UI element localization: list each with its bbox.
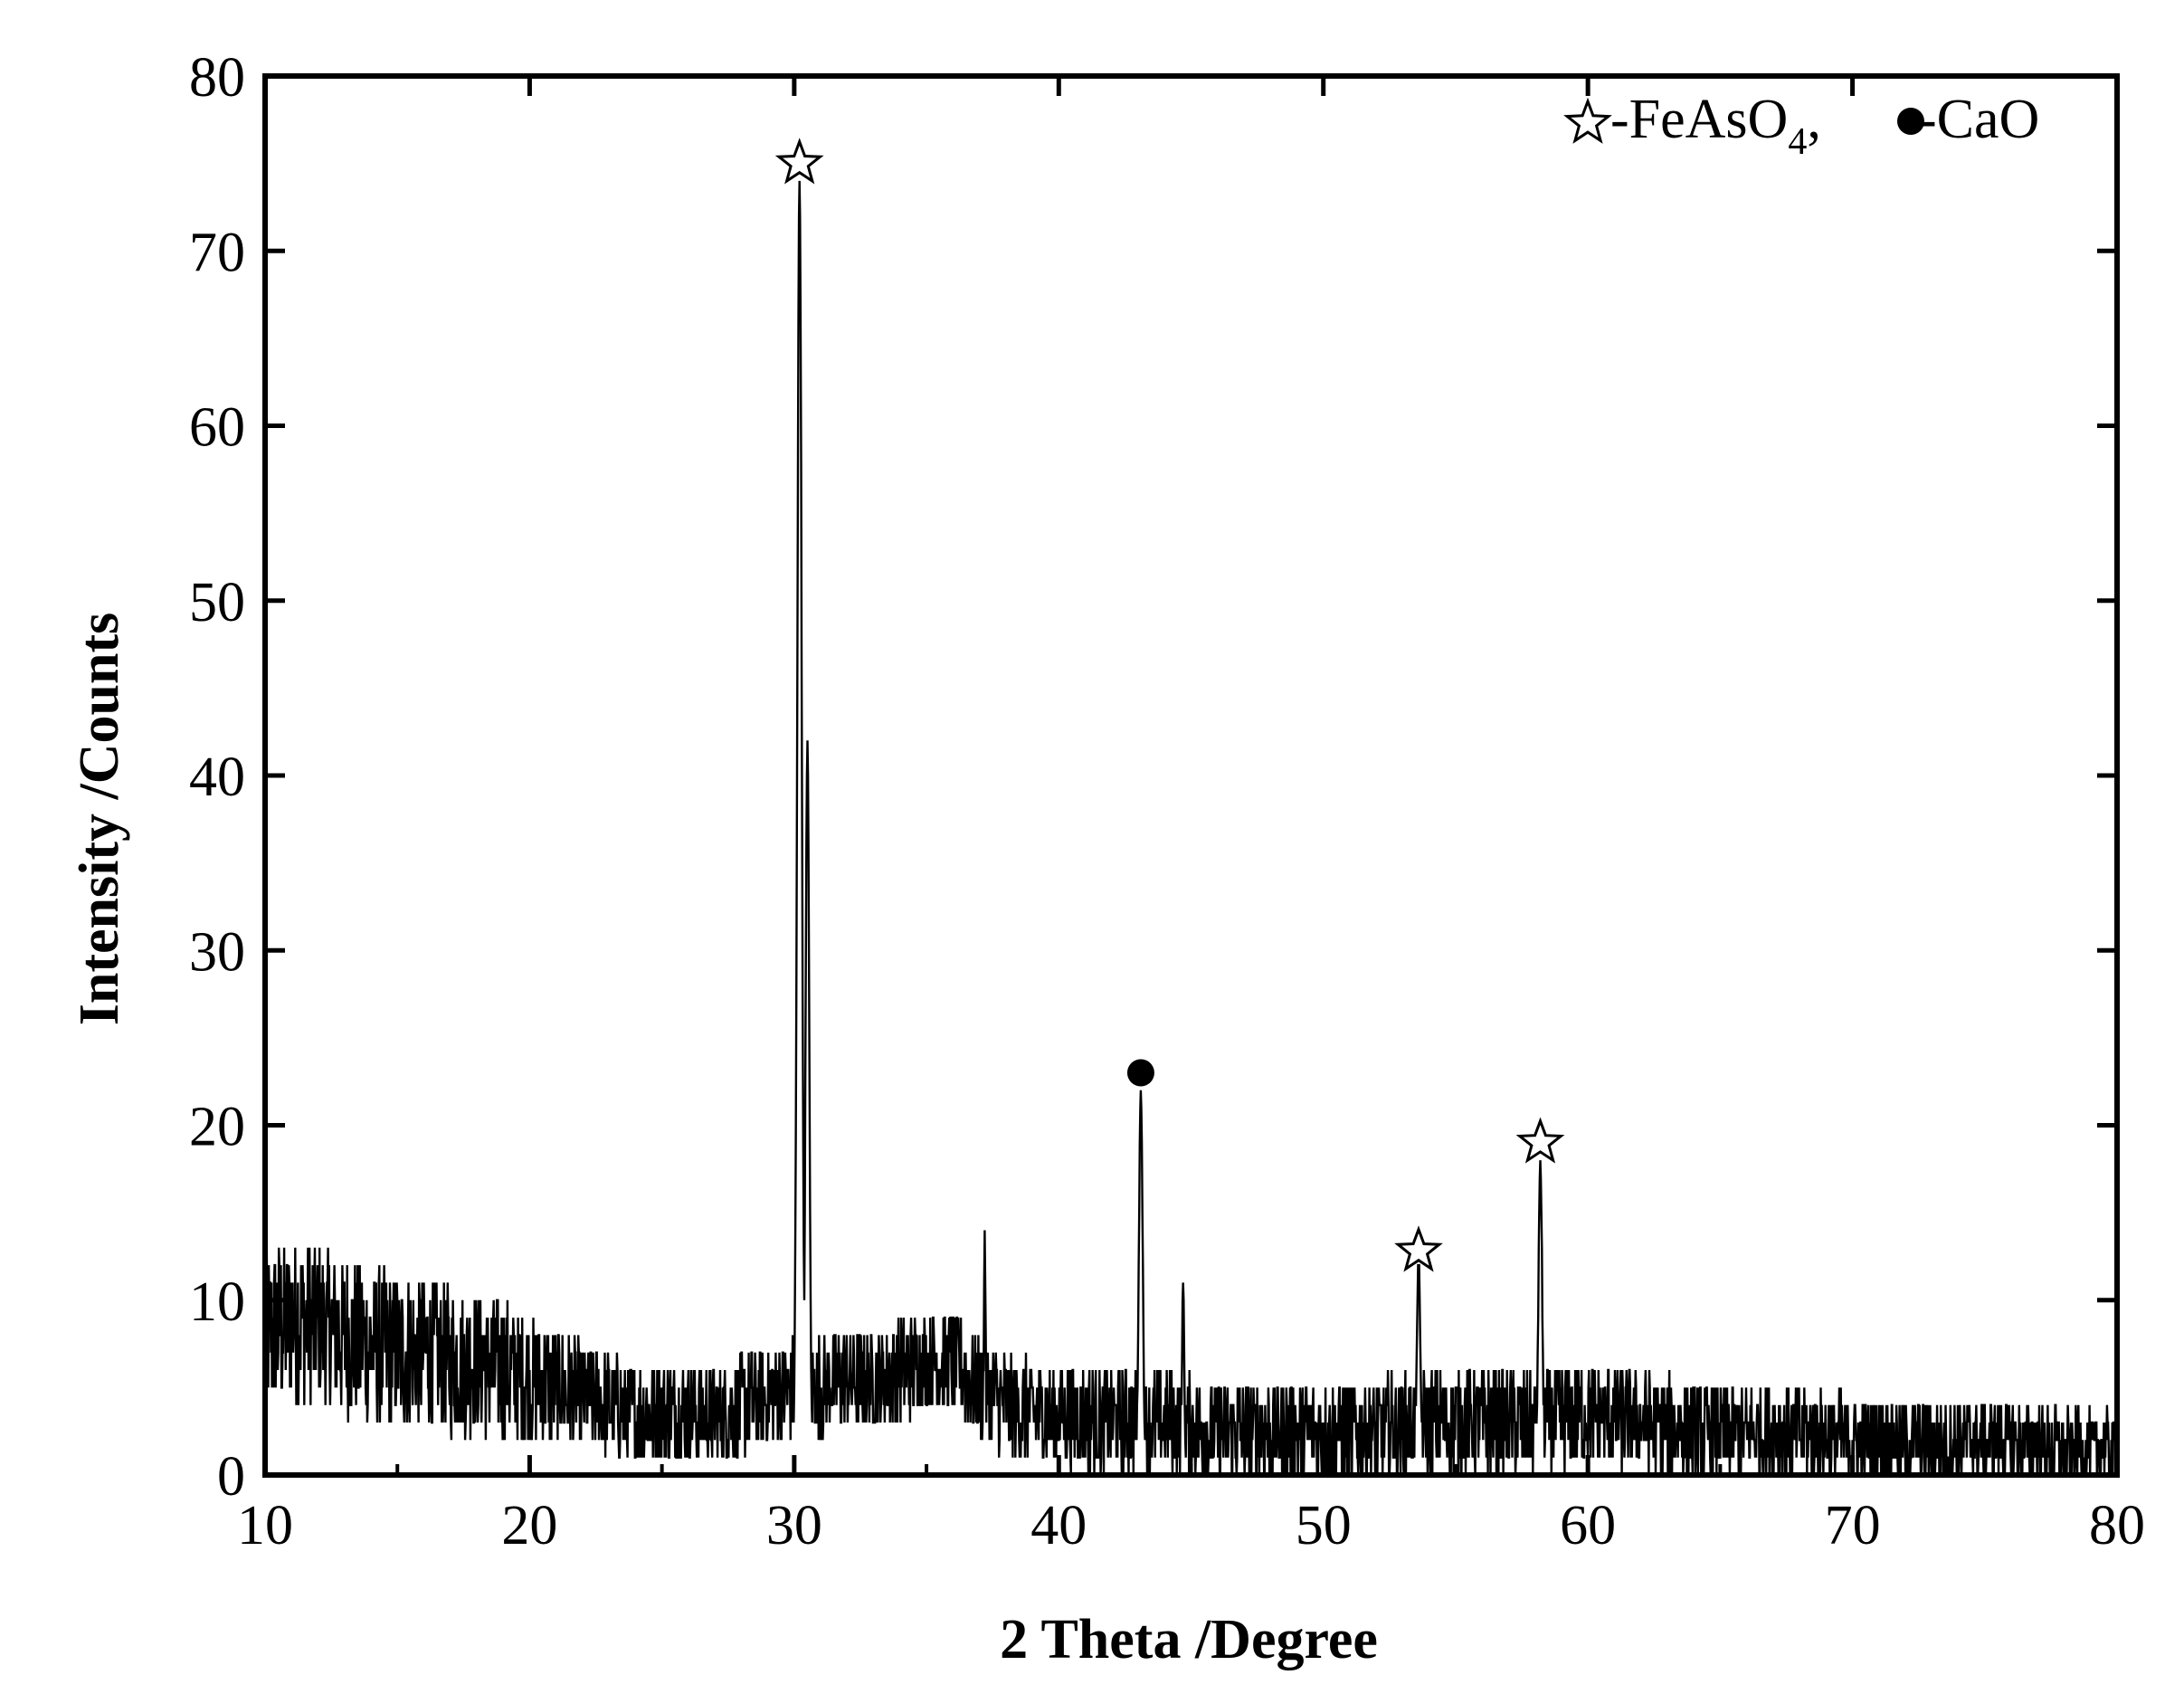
legend-star-icon	[1563, 97, 1612, 144]
y-tick-label: 60	[189, 397, 245, 459]
y-tick-label: 80	[189, 47, 245, 109]
feaso4-peak-star-icon	[1515, 1117, 1565, 1164]
legend-label-cao: -CaO	[1918, 89, 2039, 150]
plot-frame	[262, 73, 2120, 1478]
y-tick-label: 50	[189, 572, 245, 633]
y-tick-label: 70	[189, 222, 245, 283]
x-tick-label: 40	[1030, 1495, 1087, 1556]
y-tick-label: 10	[189, 1271, 245, 1333]
cao-peak-circle-icon	[1126, 1059, 1154, 1087]
x-tick-label: 50	[1296, 1495, 1352, 1556]
legend-circle-icon	[1897, 108, 1924, 135]
x-tick-label: 80	[2089, 1495, 2145, 1556]
legend-label-feaso4: -FeAsO4,	[1610, 89, 1821, 163]
y-tick-label: 0	[217, 1446, 245, 1508]
feaso4-peak-star-icon	[1394, 1225, 1443, 1272]
x-tick-label: 60	[1560, 1495, 1616, 1556]
y-axis-title: Intensity /Counts	[69, 613, 130, 1026]
feaso4-peak-star-icon	[774, 138, 824, 185]
x-tick-label: 10	[237, 1495, 293, 1556]
x-axis-title: 2 Theta /Degree	[1000, 1609, 1378, 1670]
y-tick-label: 20	[189, 1097, 245, 1158]
legend: -FeAsO4, -CaO	[1563, 89, 2039, 163]
y-tick-label: 30	[189, 921, 245, 983]
x-tick-label: 70	[1825, 1495, 1881, 1556]
x-tick-label: 20	[501, 1495, 557, 1556]
series-layer	[263, 180, 2117, 1477]
x-tick-label: 30	[766, 1495, 822, 1556]
annotation-layer	[774, 138, 1565, 1272]
y-tick-label: 40	[189, 747, 245, 808]
xrd-series-line	[263, 180, 2117, 1477]
